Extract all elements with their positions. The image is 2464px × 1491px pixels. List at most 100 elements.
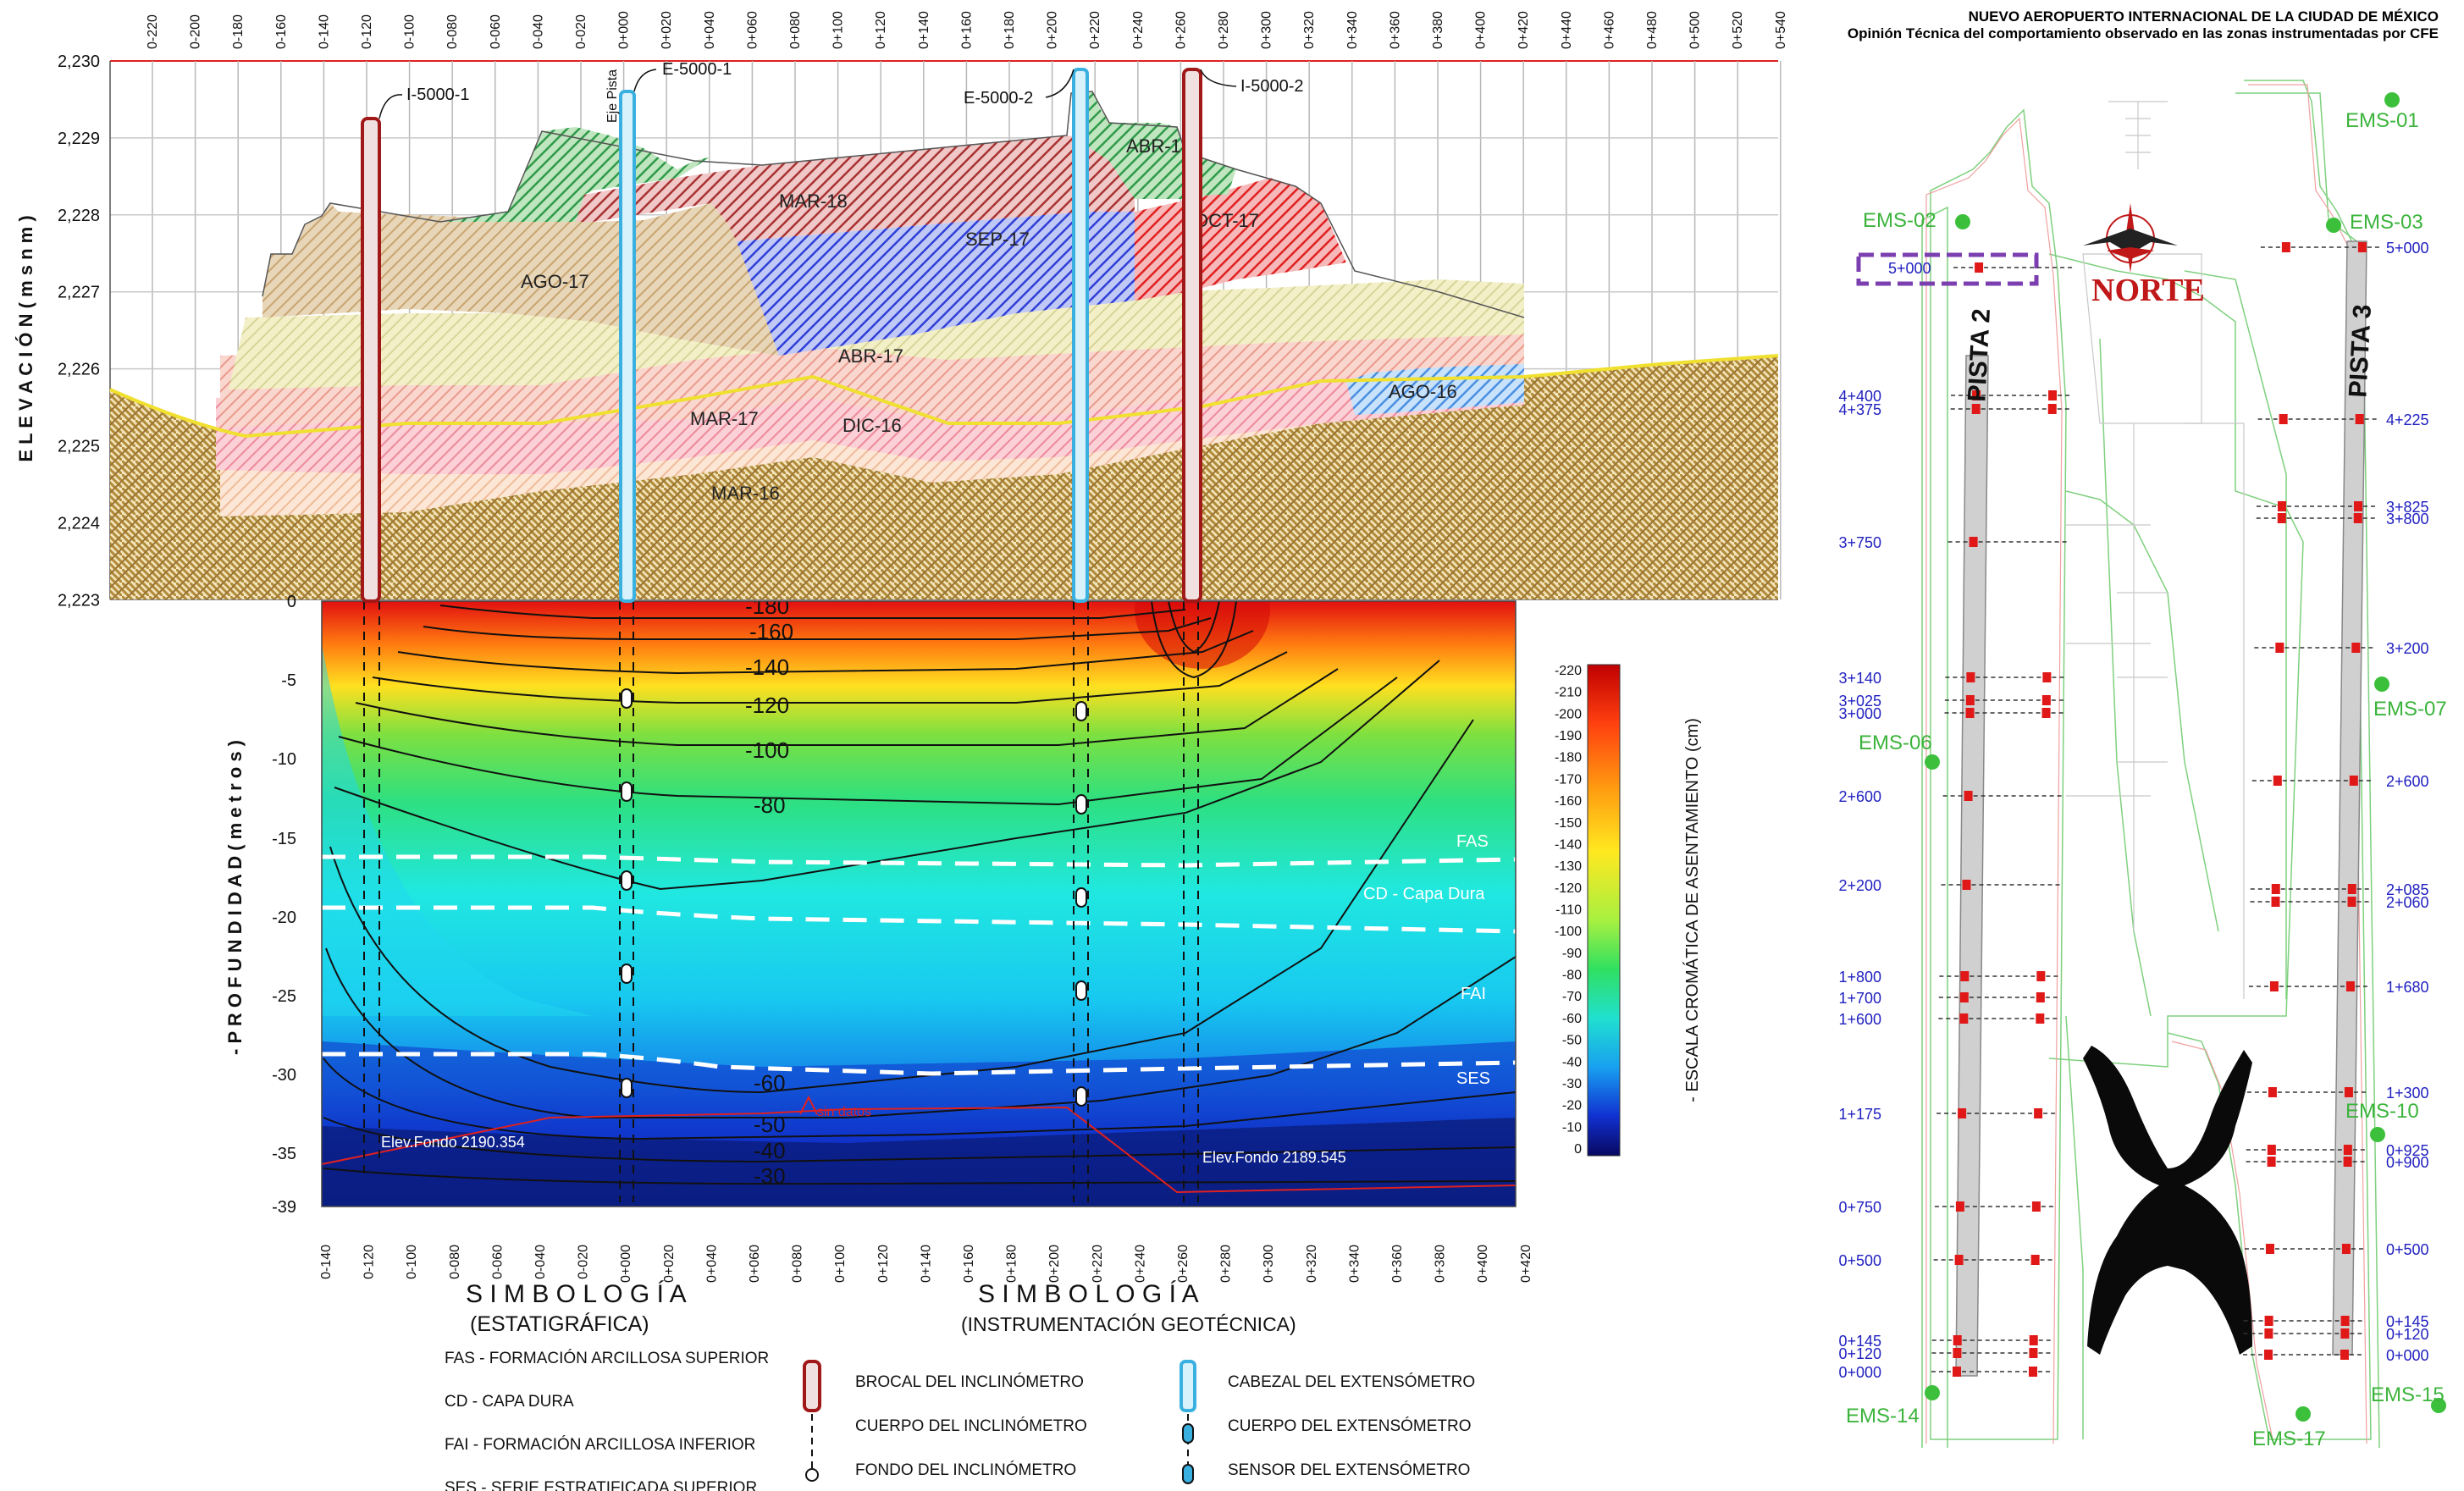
layer-label-ago-16: AGO-16 [1389, 381, 1457, 402]
top-station-0-180: 0-180 [231, 14, 246, 49]
colorbar-tick-0: -220 [1555, 664, 1582, 678]
ems-label-ems-10: EMS-10 [2345, 1100, 2419, 1123]
ems-label-ems-17: EMS-17 [2252, 1427, 2326, 1450]
ems-marker-ems-07 [2374, 676, 2389, 692]
legend-inst-item-4: CUERPO DEL EXTENSÓMETRO [1228, 1416, 1472, 1435]
bottom-station-0+320: 0+320 [1305, 1245, 1319, 1283]
inclinometer-i5000-2 [1182, 68, 1202, 603]
profile-section: AGO-17 MAR-18 ABR-18 SEP-17 OCT-17 ABR-17 AGO-… [109, 60, 1782, 600]
p3-station-1+680: 1+680 [2386, 979, 2429, 996]
top-station-0+320: 0+320 [1302, 11, 1317, 49]
bottom-station-0-120: 0-120 [362, 1245, 377, 1279]
p3-station-2+600: 2+600 [2386, 773, 2429, 790]
bottom-station-0+240: 0+240 [1133, 1245, 1147, 1283]
station-marker-p2 [1959, 1013, 1969, 1024]
contour-section: -180-160 -140 -120 -100 -80 -60 -50-40-30 FAS C… [321, 600, 1517, 1207]
top-station-0+280: 0+280 [1217, 11, 1231, 49]
elevation-tick-1: 2,229 [58, 130, 100, 148]
contour-label-m120: -120 [745, 693, 789, 718]
sin-datos-label: sin datos [817, 1105, 871, 1119]
ems-marker-ems-14 [1925, 1385, 1940, 1400]
site-map: PISTA 2 PISTA 3 NORTE EMS-01 EMS-02 EMS-03 EMS… [1838, 80, 2447, 1450]
stratum-sep17 [737, 212, 1135, 356]
station-marker-p2 [1969, 537, 1978, 547]
layer-label-ago-17: AGO-17 [521, 271, 589, 292]
extensometer-sensor [1075, 980, 1087, 1001]
p3-station-3+825: 3+825 [2386, 499, 2429, 516]
inclinometer-i5000-1 [361, 117, 381, 603]
zone-label-ses: SES [1456, 1069, 1490, 1088]
legend-inst-item-1: CUERPO DEL INCLINÓMETRO [855, 1416, 1087, 1435]
top-station-0+200: 0+200 [1046, 11, 1060, 49]
station-marker-p3 [2351, 643, 2361, 653]
elevation-tick-5: 2,225 [58, 438, 100, 456]
depth-tick-1: -5 [281, 671, 296, 690]
station-marker-p2 [1965, 695, 1975, 705]
north-label: NORTE [2091, 273, 2205, 308]
station-marker-p3 [2353, 501, 2362, 511]
bottom-station-0+180: 0+180 [1005, 1245, 1019, 1283]
station-marker-p3 [2345, 981, 2355, 991]
contour-label-m30: -30 [754, 1163, 786, 1189]
ems-marker-ems-10 [2370, 1127, 2385, 1142]
station-marker-p2 [1953, 1348, 1962, 1358]
extensometer-sensor [1075, 701, 1087, 721]
top-station-0+540: 0+540 [1774, 11, 1788, 49]
ems-label-ems-14: EMS-14 [1846, 1405, 1920, 1427]
p2-station-0+000: 0+000 [1838, 1364, 1881, 1381]
top-station-0+400: 0+400 [1474, 11, 1489, 49]
extensometer-sensor [621, 688, 633, 709]
station-marker-p3 [2349, 776, 2358, 786]
colorbar-tick-16: -60 [1562, 1012, 1582, 1026]
top-station-0+160: 0+160 [959, 11, 974, 49]
station-marker-p2 [1972, 390, 1981, 400]
top-station-0+080: 0+080 [788, 11, 803, 49]
legend: S I M B O L O G Í A (ESTATIGRÁFICA) FAS - … [445, 1280, 1475, 1491]
report-header: NUEVO AEROPUERTO INTERNACIONAL DE LA CIU… [1848, 8, 2439, 42]
top-station-0+380: 0+380 [1431, 11, 1445, 49]
north-arrow-icon [2083, 203, 2178, 273]
station-marker-p3 [2341, 1244, 2351, 1254]
instrument-label-e-5000-2: E-5000-2 [964, 89, 1033, 108]
top-station-0+180: 0+180 [1003, 11, 1017, 49]
contour-label-m140: -140 [745, 654, 789, 680]
top-station-0-100: 0-100 [403, 14, 417, 49]
colorbar-tick-7: -150 [1555, 816, 1582, 831]
colorbar-tick-14: -80 [1562, 969, 1582, 983]
depth-tick-8: -39 [272, 1198, 296, 1217]
top-station-0-140: 0-140 [317, 14, 331, 49]
elev-fondo-left: Elev.Fondo 2190.354 [381, 1134, 525, 1151]
legend-strat-title: S I M B O L O G Í A [466, 1280, 687, 1308]
p3-station-1+300: 1+300 [2386, 1085, 2429, 1102]
elevation-tick-6: 2,224 [58, 514, 100, 533]
depth-tick-2: -10 [272, 750, 296, 769]
bottom-station-0+020: 0+020 [662, 1245, 677, 1283]
p2-station-0+500: 0+500 [1838, 1252, 1881, 1269]
p2-station-0+750: 0+750 [1838, 1199, 1881, 1216]
depth-tick-5: -25 [272, 987, 296, 1006]
pista-2-label: PISTA 2 [1963, 308, 1996, 403]
station-marker-p2 [1971, 404, 1981, 414]
instruments: I-5000-1 E-5000-1 E-5000-2 I-5000-2 Eje Pist… [361, 60, 1304, 603]
top-station-0+300: 0+300 [1260, 11, 1274, 49]
bottom-station-0+340: 0+340 [1347, 1245, 1362, 1283]
top-station-0-160: 0-160 [274, 14, 289, 49]
p2-station-1+600: 1+600 [1838, 1011, 1881, 1028]
top-station-0+440: 0+440 [1560, 11, 1574, 49]
p2-station-1+175: 1+175 [1838, 1106, 1881, 1123]
ems-marker-ems-06 [1925, 754, 1940, 770]
bottom-station-0+220: 0+220 [1091, 1245, 1105, 1283]
colorbar-tick-11: -110 [1555, 903, 1582, 918]
pista-3-label: PISTA 3 [2344, 304, 2377, 399]
top-station-0-060: 0-060 [489, 14, 503, 49]
colorbar-tick-3: -190 [1555, 729, 1582, 743]
bottom-station-0+420: 0+420 [1519, 1245, 1533, 1283]
runway-pista-2 [1955, 355, 1989, 1377]
top-station-0+100: 0+100 [831, 11, 846, 49]
ems-marker-ems-17 [2295, 1406, 2311, 1422]
station-marker-p3 [2353, 513, 2362, 523]
legend-strat-subtitle: (ESTATIGRÁFICA) [470, 1312, 649, 1336]
layer-label-mar-18: MAR-18 [779, 191, 848, 212]
bottom-station-0-060: 0-060 [490, 1245, 505, 1279]
contour-label-m160: -160 [749, 619, 793, 644]
